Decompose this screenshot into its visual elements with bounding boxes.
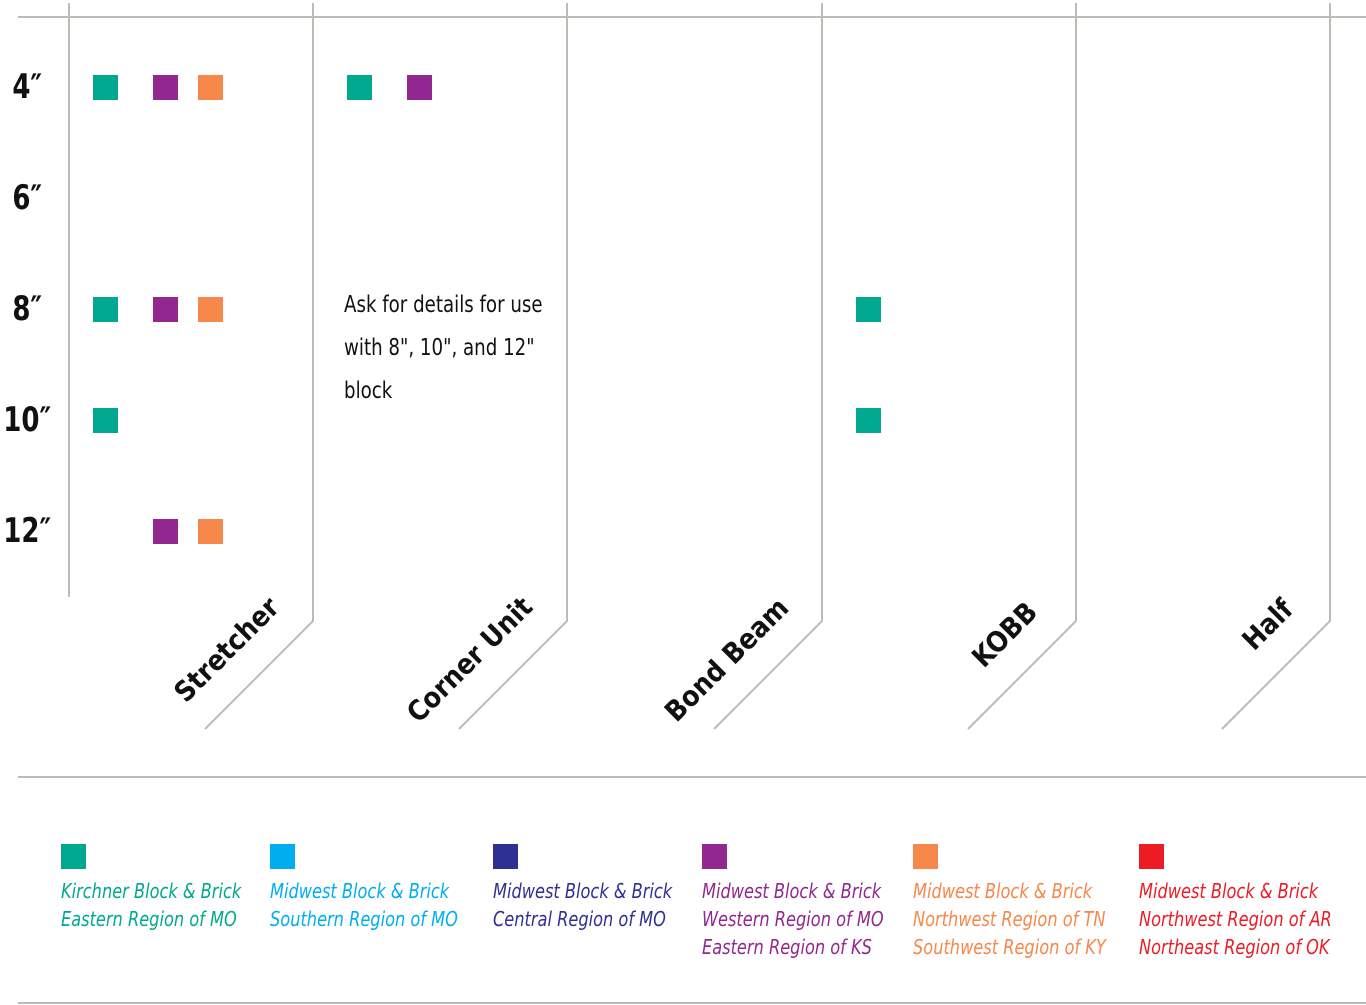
legend-line: Kirchner Block & Brick [61,879,242,903]
legend-line: Eastern Region of MO [61,907,237,931]
availability-square [198,297,223,322]
legend-line: Midwest Block & Brick [270,879,450,903]
availability-square [93,297,118,322]
legend-line: Western Region of MO [702,907,884,931]
availability-square [153,519,178,544]
column-divider-bond-beam [713,3,823,730]
size-label-8: 8″ [12,289,43,329]
availability-square [198,75,223,100]
note-line: Ask for details for use [344,292,543,318]
availability-square [856,297,881,322]
availability-square [153,75,178,100]
legend-line: Northwest Region of AR [1139,907,1332,931]
legend-swatch [61,844,86,869]
legend-swatch [270,844,295,869]
availability-square [407,75,432,100]
legend-item-midwest-northwest-tn: Midwest Block & Brick Northwest Region o… [913,844,1133,961]
note-line: with 8", 10", and 12" [344,335,535,361]
legend-line: Midwest Block & Brick [702,879,882,903]
legend-item-midwest-western-mo: Midwest Block & Brick Western Region of … [702,844,922,961]
size-label-12: 12″ [3,511,52,551]
legend-line: Northwest Region of TN [913,907,1106,931]
column-divider-corner-unit [458,3,568,730]
note-line: block [344,378,393,404]
corner-unit-note: Ask for details for use with 8", 10", an… [344,284,543,413]
legend-line: Southwest Region of KY [913,935,1106,959]
legend-line: Southern Region of MO [270,907,458,931]
legend-line: Midwest Block & Brick [493,879,673,903]
availability-square [93,408,118,433]
availability-square [93,75,118,100]
size-label-10: 10″ [3,400,52,440]
legend-line: Central Region of MO [493,907,666,931]
legend-swatch [913,844,938,869]
legend-swatch [702,844,727,869]
column-divider-kobb [967,3,1077,730]
legend-line: Midwest Block & Brick [913,879,1093,903]
availability-square [347,75,372,100]
column-divider-stretcher [204,3,314,730]
legend-swatch [493,844,518,869]
availability-square [856,408,881,433]
size-label-4: 4″ [12,67,43,107]
legend-item-midwest-northwest-ar: Midwest Block & Brick Northwest Region o… [1139,844,1359,961]
legend-line: Eastern Region of KS [702,935,872,959]
legend-item-midwest-central-mo: Midwest Block & Brick Central Region of … [493,844,713,933]
legend-item-midwest-southern-mo: Midwest Block & Brick Southern Region of… [270,844,490,933]
availability-square [198,519,223,544]
legend-line: Midwest Block & Brick [1139,879,1319,903]
legend-line: Northeast Region of OK [1139,935,1330,959]
legend-item-kirchner-eastern-mo: Kirchner Block & Brick Eastern Region of… [61,844,281,933]
column-divider-half [1221,3,1331,730]
size-label-6: 6″ [12,178,43,218]
legend-swatch [1139,844,1164,869]
availability-square [153,297,178,322]
